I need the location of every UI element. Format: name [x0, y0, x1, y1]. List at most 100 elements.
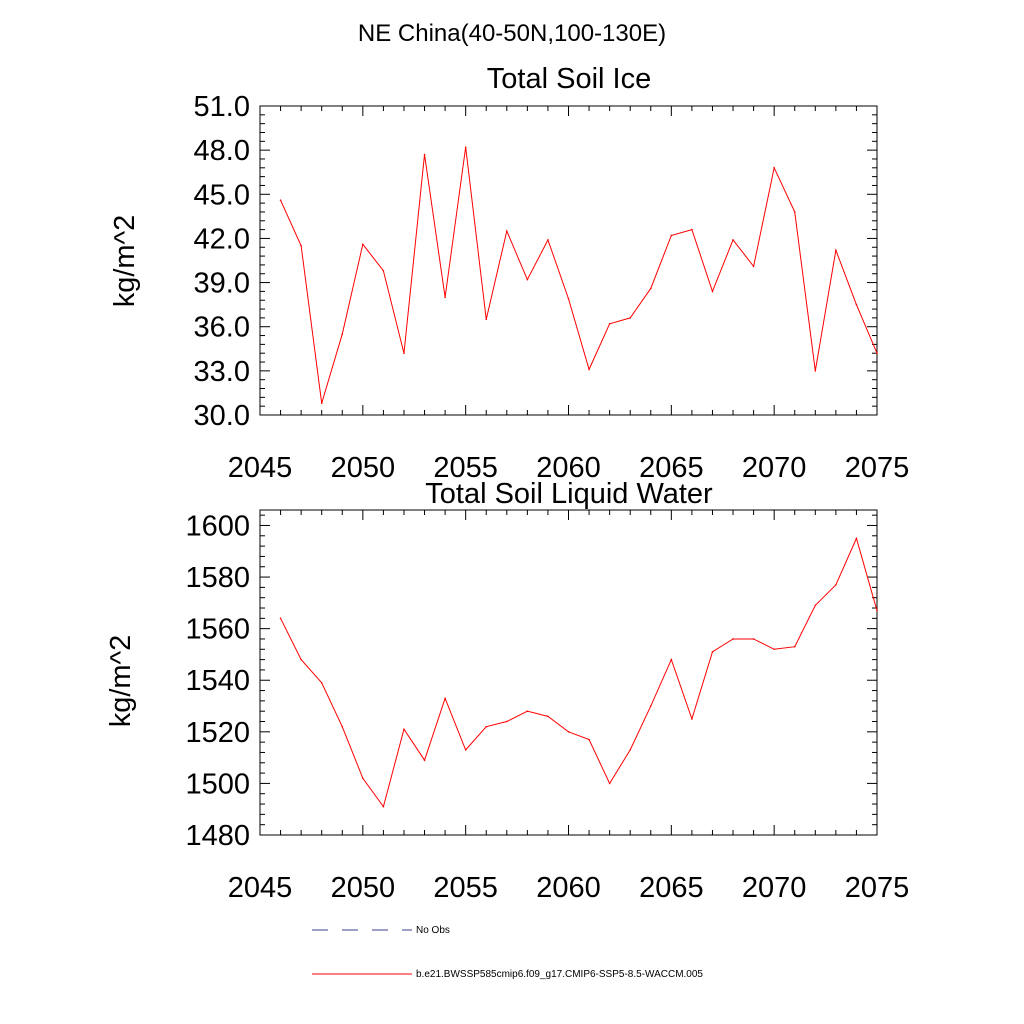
data-point — [835, 249, 837, 251]
y-tick-label: 30.0 — [194, 400, 250, 432]
y-tick-label: 1580 — [185, 562, 250, 594]
x-tick-label: 2055 — [433, 872, 498, 904]
data-point — [855, 303, 858, 306]
data-point — [382, 805, 385, 808]
data-point — [300, 658, 302, 661]
panel-total-soil-liquid-water: Total Soil Liquid Water kg/m^2 2045 2050 2… — [105, 478, 909, 904]
data-point — [526, 710, 529, 712]
data-point — [485, 725, 488, 728]
data-point — [732, 239, 734, 241]
data-point — [464, 749, 467, 751]
x-tick-label: 2045 — [228, 452, 293, 484]
data-point — [855, 537, 858, 540]
y-tick-label: 42.0 — [194, 223, 250, 255]
data-point — [423, 153, 426, 156]
y-tick-label: 1520 — [185, 717, 250, 749]
plot-frame — [259, 105, 878, 416]
data-point — [320, 402, 323, 405]
data-point — [485, 318, 488, 321]
y-tick-label: 48.0 — [194, 135, 250, 167]
data-point — [403, 352, 405, 355]
data-point — [506, 230, 508, 232]
data-point — [588, 738, 590, 741]
x-tick-label: 2045 — [228, 872, 293, 904]
x-tick-label: 2055 — [433, 452, 498, 484]
y-tick-label: 1540 — [185, 665, 250, 697]
y-axis-label: kg/m^2 — [105, 635, 137, 728]
data-point — [711, 290, 714, 293]
panel-title: Total Soil Ice — [487, 63, 651, 95]
y-axis-label: kg/m^2 — [109, 215, 141, 308]
data-point — [444, 697, 446, 700]
data-point — [403, 728, 405, 731]
data-point — [670, 658, 673, 661]
data-point — [876, 609, 878, 612]
y-tick-label: 33.0 — [194, 356, 250, 388]
data-point — [691, 228, 693, 231]
y-tick-label: 1500 — [185, 768, 250, 800]
legend-label-no-obs: No Obs — [416, 925, 450, 936]
data-point — [608, 782, 611, 785]
x-tick-label: 2060 — [536, 452, 601, 484]
data-point — [814, 604, 817, 607]
x-tick-label: 2065 — [639, 872, 704, 904]
data-point — [444, 296, 446, 299]
x-tick-label: 2075 — [845, 872, 910, 904]
x-tick-label: 2070 — [742, 452, 807, 484]
data-point — [773, 648, 775, 651]
legend-label-model: b.e21.BWSSP585cmip6.f09_g17.CMIP6-SSP5-8… — [416, 969, 703, 980]
y-tick-label: 45.0 — [194, 179, 250, 211]
data-point — [711, 651, 714, 653]
data-point — [300, 244, 302, 247]
data-point — [629, 749, 631, 751]
data-point — [732, 638, 734, 640]
data-point — [382, 270, 385, 272]
series-line — [280, 536, 878, 808]
panel-total-soil-ice: Total Soil Ice kg/m^2 2045 2050 2055 2060 20… — [109, 63, 909, 484]
data-point — [341, 725, 344, 728]
x-tick-label: 2050 — [331, 872, 396, 904]
data-point — [547, 239, 549, 241]
data-point — [814, 370, 817, 372]
data-point — [547, 715, 549, 718]
x-tick-label: 2065 — [639, 452, 704, 484]
y-tick-label: 36.0 — [194, 312, 250, 344]
data-point — [588, 368, 590, 371]
data-point — [876, 352, 878, 355]
y-tick-label: 1480 — [185, 820, 250, 852]
x-tick-label: 2070 — [742, 872, 807, 904]
x-tick-label: 2060 — [536, 872, 601, 904]
y-tick-label: 51.0 — [194, 91, 250, 123]
data-point — [567, 297, 570, 300]
data-point — [752, 638, 755, 640]
data-point — [629, 317, 631, 319]
data-point — [279, 199, 282, 201]
data-point — [320, 682, 323, 684]
data-point — [835, 584, 837, 586]
data-point — [526, 278, 529, 281]
series-line — [280, 147, 878, 404]
x-tick-label: 2075 — [845, 452, 910, 484]
data-point — [464, 146, 467, 148]
legend: No Obs b.e21.BWSSP585cmip6.f09_g17.CMIP6… — [312, 925, 703, 980]
data-point — [608, 322, 611, 325]
plot-frame — [259, 509, 878, 836]
panel-title: Total Soil Liquid Water — [425, 478, 713, 510]
data-point — [793, 211, 796, 213]
y-tick-label: 1560 — [185, 614, 250, 646]
x-tick-label: 2050 — [331, 452, 396, 484]
data-point — [506, 720, 508, 723]
data-point — [773, 167, 775, 169]
data-point — [649, 287, 652, 290]
data-point — [567, 731, 570, 733]
data-point — [362, 777, 364, 780]
y-tick-label: 39.0 — [194, 268, 250, 300]
data-point — [793, 645, 796, 648]
data-point — [279, 617, 282, 620]
y-tick-label: 1600 — [185, 510, 250, 542]
data-point — [670, 234, 673, 237]
data-point — [691, 718, 693, 720]
data-point — [649, 705, 652, 707]
figure-title: NE China(40-50N,100-130E) — [358, 20, 666, 47]
